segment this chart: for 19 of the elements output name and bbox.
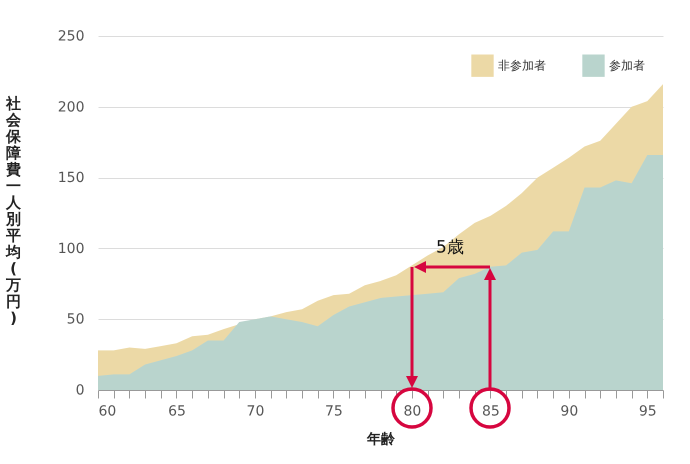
y-tick-label: 100 xyxy=(58,240,84,257)
y-tick-label: 150 xyxy=(58,170,84,186)
y-tick-label: 50 xyxy=(66,312,84,328)
x-tick-label: 80 xyxy=(403,404,422,420)
y-tick-label: 200 xyxy=(58,99,84,116)
x-tick-label: 65 xyxy=(168,404,186,420)
x-tick-label: 95 xyxy=(638,404,657,420)
y-tick-label: 250 xyxy=(58,28,84,44)
x-axis-title: 年齢 xyxy=(366,432,396,448)
x-tick-label: 90 xyxy=(560,404,578,420)
x-tick-label: 75 xyxy=(325,404,343,420)
text: 社会保障費一人別平均(万円) xyxy=(6,94,21,327)
x-tick-label: 70 xyxy=(246,404,264,420)
annotation: 5歳 xyxy=(436,237,464,258)
legend-label: 非参加者 xyxy=(498,58,546,73)
y-tick-label: 0 xyxy=(76,382,84,398)
legend-label: 参加者 xyxy=(609,58,645,73)
x-tick-label: 60 xyxy=(98,404,116,420)
x-tick-label: 85 xyxy=(482,404,500,420)
